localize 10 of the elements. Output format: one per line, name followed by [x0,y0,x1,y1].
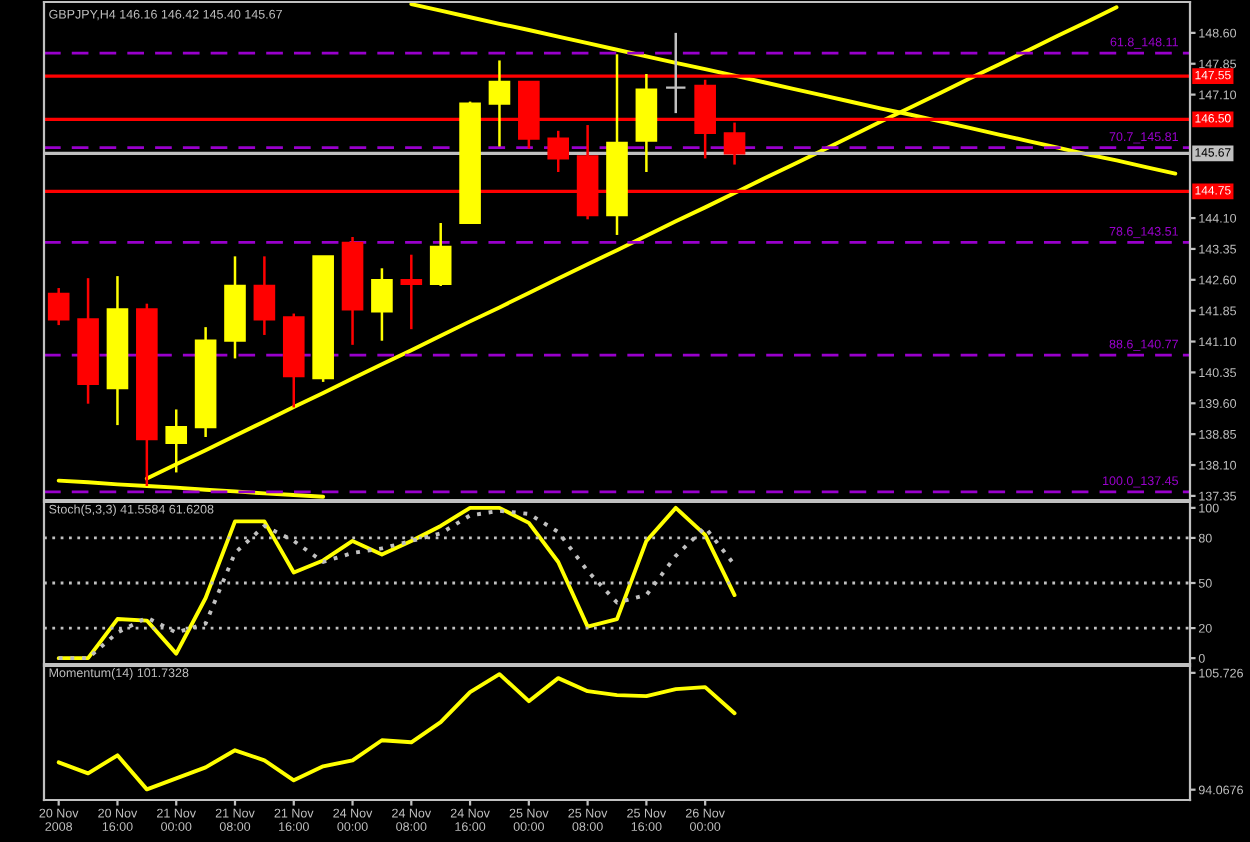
line-series [56,478,326,499]
candlestick [253,255,276,337]
candlestick [47,286,70,327]
candlestick [547,129,570,174]
candlestick [165,408,188,474]
candlestick [488,59,511,148]
candlestick [429,221,452,288]
candlestick [400,253,423,331]
candlestick [371,267,393,342]
candlestick [664,31,687,115]
